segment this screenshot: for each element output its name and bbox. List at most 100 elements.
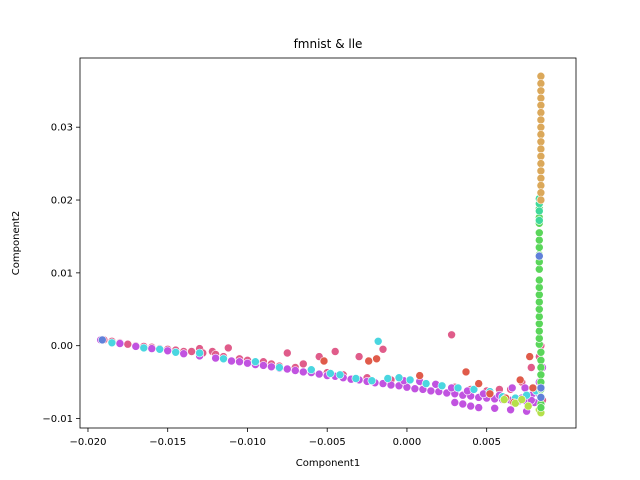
- scatter-point: [115, 339, 125, 348]
- scatter-point: [275, 363, 284, 372]
- scatter-point: [536, 347, 546, 357]
- scatter-point: [267, 362, 276, 372]
- scatter-point: [526, 363, 536, 372]
- scatter-point: [373, 336, 383, 346]
- scatter-point: [405, 375, 415, 385]
- scatter-point: [534, 275, 544, 285]
- scatter-point: [523, 401, 533, 411]
- scatter-point: [536, 370, 546, 380]
- x-tick-label: −0.005: [309, 437, 346, 448]
- scatter-point: [499, 395, 509, 404]
- y-tick-label: 0.02: [51, 196, 73, 207]
- scatter-point: [351, 374, 361, 383]
- scatter-point: [155, 344, 164, 354]
- scatter-point: [171, 347, 180, 357]
- scatter-point: [536, 195, 546, 205]
- scatter-point: [372, 354, 381, 364]
- scatter-point: [520, 383, 530, 393]
- scatter-point: [536, 79, 546, 88]
- scatter-point: [282, 364, 292, 374]
- scatter-point: [319, 356, 329, 366]
- scatter-point: [474, 379, 484, 388]
- scatter-point: [517, 395, 527, 404]
- scatter-point: [536, 363, 546, 372]
- scatter-point: [534, 235, 544, 245]
- scatter-point: [383, 374, 393, 383]
- scatter-point: [534, 228, 544, 238]
- scatter-point: [507, 383, 517, 393]
- scatter-point: [354, 352, 364, 361]
- scatter-point: [469, 385, 479, 394]
- scatter-point: [536, 115, 546, 125]
- scatter-point: [139, 343, 149, 353]
- scatter-point: [525, 352, 535, 361]
- scatter-point: [528, 383, 538, 393]
- scatter-point: [290, 366, 300, 375]
- y-tick-label: 0.00: [51, 341, 73, 352]
- scatter-point: [536, 93, 546, 103]
- scatter-point: [534, 243, 544, 252]
- scatter-point: [534, 206, 544, 216]
- scatter-point: [107, 338, 117, 348]
- scatter-point: [219, 354, 228, 364]
- scatter-point: [187, 347, 196, 356]
- scatter-point: [536, 86, 546, 96]
- scatter-point: [415, 371, 425, 380]
- scatter-point: [282, 348, 292, 358]
- x-tick-label: 0.000: [393, 437, 422, 448]
- scatter-point: [536, 152, 546, 161]
- y-tick-label: 0.03: [51, 123, 73, 134]
- scatter-point: [235, 357, 244, 367]
- scatter-point: [147, 344, 157, 353]
- scatter-point: [378, 344, 388, 354]
- scatter-point: [511, 398, 520, 408]
- scatter-point: [534, 264, 544, 274]
- scatter-point: [243, 358, 252, 368]
- scatter-point: [536, 181, 546, 190]
- scatter-point: [330, 347, 340, 356]
- scatter-point: [515, 375, 525, 385]
- scatter-point: [536, 130, 546, 139]
- plot-points: [96, 71, 547, 418]
- scatter-point: [195, 348, 204, 358]
- scatter-point: [534, 312, 544, 321]
- scatter-point: [211, 353, 220, 363]
- scatter-point: [534, 326, 544, 336]
- scatter-point: [421, 379, 431, 388]
- scatter-point: [506, 405, 515, 415]
- scatter-point: [536, 393, 546, 402]
- scatter-point: [536, 383, 546, 393]
- scatter-point: [306, 365, 316, 375]
- x-tick-label: 0.005: [472, 437, 501, 448]
- scatter-point: [534, 334, 544, 343]
- scatter-point: [123, 339, 133, 349]
- scatter-point: [461, 367, 471, 377]
- scatter-point: [534, 297, 544, 307]
- scatter-point: [534, 304, 544, 314]
- plot-frame: [79, 57, 577, 429]
- scatter-point: [314, 369, 324, 379]
- scatter-point: [466, 401, 476, 411]
- scatter-point: [367, 376, 377, 386]
- scatter-point: [453, 383, 463, 393]
- x-tick-label: −0.020: [69, 437, 106, 448]
- scatter-point: [437, 381, 447, 391]
- scatter-point: [536, 108, 546, 117]
- scatter-point: [534, 251, 544, 261]
- scatter-point: [536, 144, 546, 154]
- scatter-point: [298, 367, 308, 377]
- scatter-point: [536, 403, 546, 412]
- scatter-point: [485, 389, 495, 399]
- x-axis-label: Component1: [296, 458, 360, 469]
- scatter-point: [534, 290, 544, 300]
- scatter-point: [474, 403, 484, 412]
- scatter-point: [536, 122, 546, 132]
- scatter-point: [98, 335, 107, 345]
- scatter-point: [536, 166, 546, 176]
- scatter-point: [364, 356, 374, 366]
- scatter-point: [536, 188, 546, 197]
- scatter-point: [534, 283, 544, 292]
- scatter-point: [251, 357, 260, 367]
- y-tick-label: −0.01: [42, 414, 73, 425]
